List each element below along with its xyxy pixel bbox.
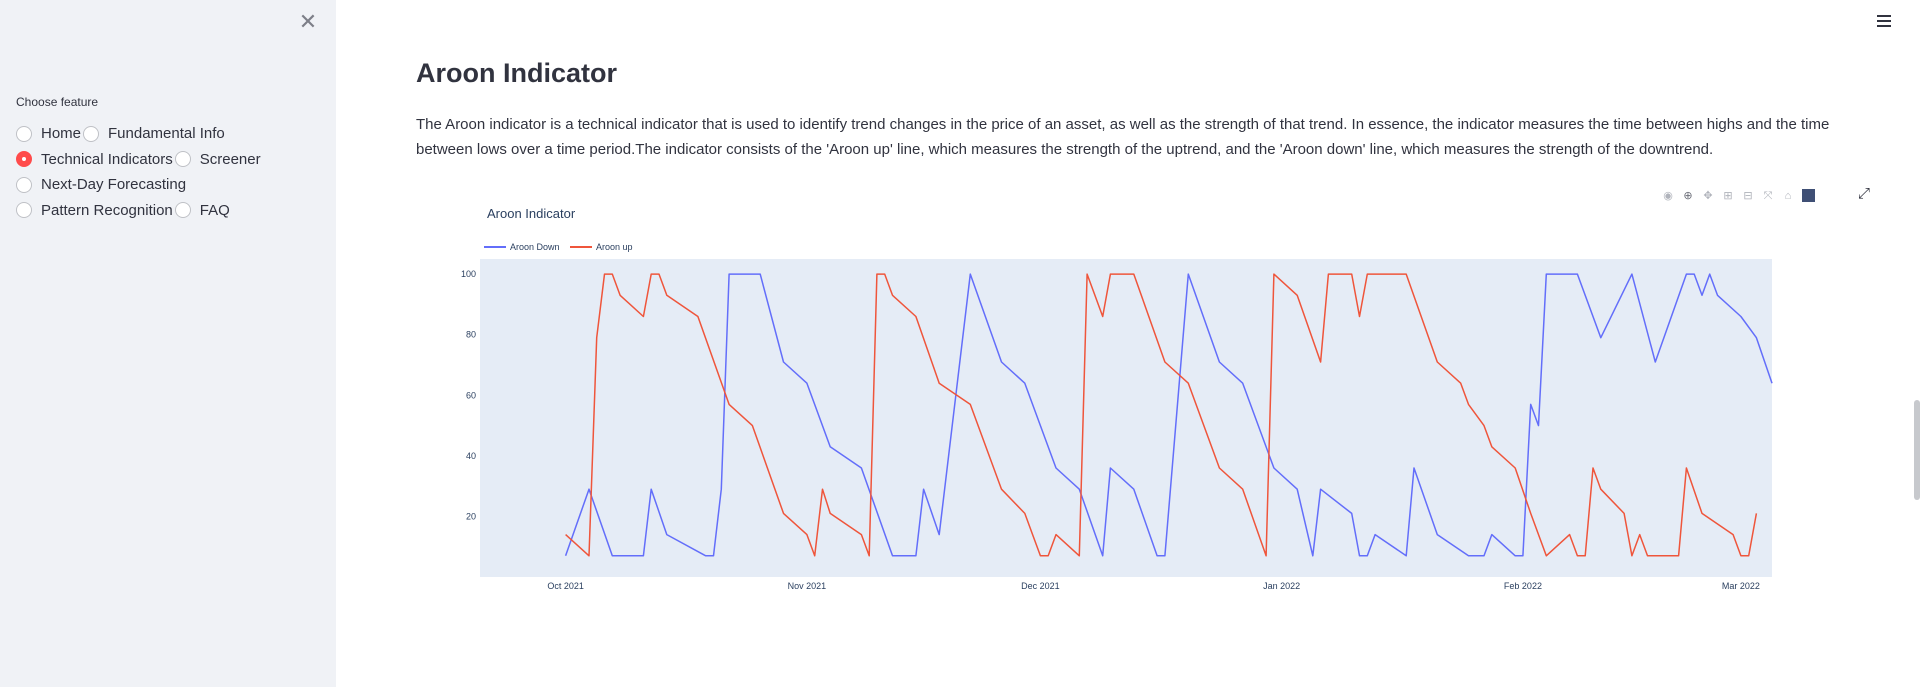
autoscale-icon[interactable]: ⤧ xyxy=(1763,190,1773,202)
reset-axes-icon[interactable]: ⌂ xyxy=(1784,190,1792,202)
page-title: Aroon Indicator xyxy=(416,58,617,88)
y-tick-label: 20 xyxy=(466,511,476,521)
close-icon: ✕ xyxy=(298,9,318,34)
radio-label-home: Home xyxy=(41,125,82,143)
radio-button-fundamental-info[interactable] xyxy=(83,125,100,142)
radio-label-technical-indicators: Technical Indicators xyxy=(41,150,173,168)
y-tick-label: 80 xyxy=(466,330,476,340)
camera-icon[interactable]: ◉ xyxy=(1663,190,1673,202)
x-tick-label: Oct 2021 xyxy=(547,581,584,591)
chart-svg: Aroon Indicator Aroon Down Aroon up 20 40 6… xyxy=(461,206,1773,591)
zoom-icon[interactable]: ⊕ xyxy=(1683,190,1693,202)
x-tick-label: Dec 2021 xyxy=(1021,581,1060,591)
close-sidebar-button[interactable]: ✕ xyxy=(296,10,320,34)
radio-fundamental-info[interactable]: Fundamental Info xyxy=(83,125,225,142)
legend-label[interactable]: Aroon up xyxy=(596,242,633,252)
pan-icon[interactable]: ✥ xyxy=(1703,190,1713,202)
radio-button-home[interactable] xyxy=(16,125,32,142)
plot-background xyxy=(480,259,1772,577)
x-tick-label: Mar 2022 xyxy=(1722,581,1760,591)
y-tick-label: 40 xyxy=(466,451,476,461)
radio-label-fundamental-info: Fundamental Info xyxy=(108,125,225,143)
series-line-aroon-down[interactable] xyxy=(564,273,1773,557)
chart-modebar: ◉ ⊕ ✥ ⊞ ⊟ ⤧ ⌂ xyxy=(1660,188,1816,204)
radio-screener[interactable]: Screener xyxy=(174,150,261,168)
chart-lines xyxy=(564,273,1773,557)
radio-label-screener: Screener xyxy=(199,150,261,168)
radio-home[interactable]: Home xyxy=(16,125,81,142)
radio-label-faq: FAQ xyxy=(199,201,230,219)
radio-button-pattern-recognition[interactable] xyxy=(16,202,32,219)
y-tick-label: 100 xyxy=(461,269,476,279)
chart-legend: Aroon Down Aroon up xyxy=(484,242,633,252)
radio-button-technical-indicators[interactable] xyxy=(16,151,32,168)
zoom-out-icon[interactable]: ⊟ xyxy=(1743,190,1753,202)
radio-technical-indicators[interactable]: Technical Indicators xyxy=(16,151,173,168)
fullscreen-button[interactable]: ⤢ xyxy=(1854,184,1874,204)
radio-label-pattern-recognition: Pattern Recognition xyxy=(41,201,173,219)
radio-faq[interactable]: FAQ xyxy=(174,201,230,219)
hamburger-menu-icon xyxy=(1874,15,1894,27)
radio-button-screener[interactable] xyxy=(174,151,191,168)
x-tick-label: Nov 2021 xyxy=(788,581,827,591)
radio-label-next-day-forecasting: Next-Day Forecasting xyxy=(41,176,187,194)
x-tick-label: Jan 2022 xyxy=(1263,581,1300,591)
page-scrollbar[interactable] xyxy=(1914,400,1920,500)
description-text: The Aroon indicator is a technical indic… xyxy=(416,116,1830,158)
legend-label[interactable]: Aroon Down xyxy=(510,242,560,252)
y-tick-label: 60 xyxy=(466,390,476,400)
radio-pattern-recognition[interactable]: Pattern Recognition xyxy=(16,202,173,219)
chart-axes: 20 40 60 80 100 Oct 2021 Nov 2021 Dec 2021 Jan 2… xyxy=(461,269,1760,591)
chart-title: Aroon Indicator xyxy=(487,206,576,221)
zoom-in-icon[interactable]: ⊞ xyxy=(1723,190,1733,202)
series-line-aroon-up[interactable] xyxy=(565,273,1758,557)
plotly-logo-icon[interactable] xyxy=(1800,188,1816,204)
radio-next-day-forecasting[interactable]: Next-Day Forecasting xyxy=(16,176,186,193)
feature-radio-group: Home Fundamental Info Technical Indicato… xyxy=(16,121,316,223)
sidebar: ✕ Choose feature Home Fundamental Info T… xyxy=(0,0,336,687)
choose-feature-label: Choose feature xyxy=(16,95,99,109)
radio-button-next-day-forecasting[interactable] xyxy=(16,176,32,193)
x-tick-label: Feb 2022 xyxy=(1504,581,1542,591)
aroon-chart[interactable]: Aroon Indicator Aroon Down Aroon up 20 40 6… xyxy=(416,183,1856,623)
hamburger-menu-button[interactable] xyxy=(1874,12,1894,32)
radio-button-faq[interactable] xyxy=(174,202,191,219)
fullscreen-icon: ⤢ xyxy=(1857,185,1870,202)
